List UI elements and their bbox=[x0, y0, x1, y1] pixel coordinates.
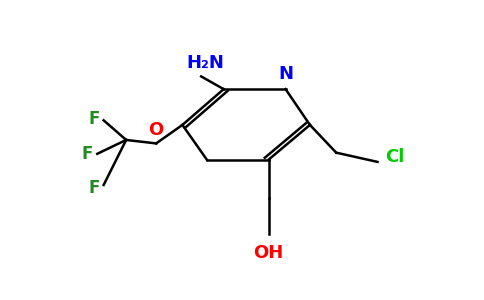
Text: F: F bbox=[89, 179, 100, 197]
Text: F: F bbox=[81, 145, 92, 163]
Text: H₂N: H₂N bbox=[186, 54, 224, 72]
Text: O: O bbox=[148, 121, 163, 139]
Text: F: F bbox=[89, 110, 100, 128]
Text: N: N bbox=[278, 65, 293, 83]
Text: Cl: Cl bbox=[385, 148, 404, 166]
Text: OH: OH bbox=[254, 244, 284, 262]
